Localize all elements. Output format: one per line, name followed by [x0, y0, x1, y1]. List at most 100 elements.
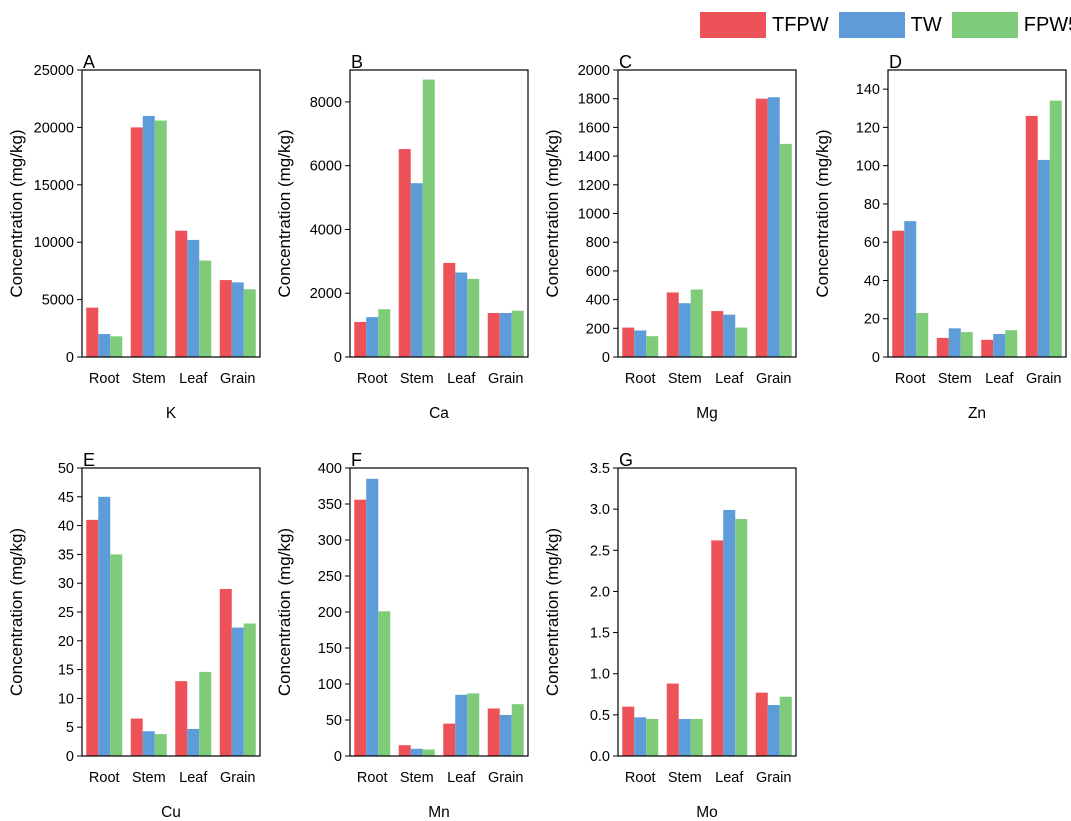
- x-tick-label: Leaf: [715, 770, 744, 786]
- bar-g-tfpw-leaf: [711, 540, 724, 756]
- y-tick-label: 60: [864, 235, 880, 251]
- y-tick-label: 100: [856, 159, 880, 175]
- bar-e-tfpw-root: [86, 519, 99, 756]
- bar-c-fpw5-stem: [690, 289, 703, 357]
- bar-c-tfpw-grain: [755, 98, 768, 357]
- y-tick-label: 10: [58, 691, 74, 707]
- legend-swatch-fpw5: [951, 12, 1018, 38]
- x-axis-label: K: [166, 405, 177, 422]
- y-tick-label: 300: [318, 533, 342, 549]
- bar-d-tfpw-leaf: [981, 339, 994, 357]
- y-tick-label: 2.5: [590, 543, 610, 559]
- bar-c-fpw5-root: [646, 336, 659, 357]
- bar-a-tw-stem: [142, 115, 155, 357]
- plot-frame: [887, 69, 1067, 358]
- y-tick-label: 150: [318, 641, 342, 657]
- x-tick-label: Stem: [132, 371, 166, 387]
- bar-e-fpw5-stem: [154, 734, 167, 756]
- y-tick-label: 40: [864, 273, 880, 289]
- bar-c-tw-stem: [678, 303, 691, 357]
- bar-f-fpw5-stem: [422, 749, 435, 756]
- legend-label-tfpw: TFPW: [772, 13, 829, 36]
- y-axis-label: Concentration (mg/kg): [813, 129, 832, 297]
- y-tick-label: 100: [318, 677, 342, 693]
- y-tick-label: 6000: [310, 159, 342, 175]
- y-axis-label: Concentration (mg/kg): [275, 528, 294, 696]
- x-tick-label: Root: [895, 371, 926, 387]
- y-tick-label: 1000: [578, 207, 610, 223]
- panel-label: G: [619, 450, 633, 470]
- y-axis-label: Concentration (mg/kg): [543, 129, 562, 297]
- bar-f-tw-grain: [499, 714, 512, 756]
- y-tick-label: 140: [856, 82, 880, 98]
- legend-item-tw: TW: [838, 12, 942, 38]
- bar-c-fpw5-grain: [779, 143, 792, 357]
- bar-c-tfpw-stem: [666, 292, 679, 357]
- bar-d-tw-leaf: [993, 334, 1006, 357]
- bar-a-fpw5-root: [110, 336, 123, 357]
- x-tick-label: Stem: [668, 770, 702, 786]
- bar-g-fpw5-grain: [779, 696, 792, 756]
- bar-e-fpw5-leaf: [199, 671, 212, 756]
- y-tick-label: 0: [66, 749, 74, 765]
- y-tick-label: 40: [58, 519, 74, 535]
- legend-label-tw: TW: [910, 13, 942, 36]
- y-tick-label: 1600: [578, 120, 610, 136]
- plot-frame: [81, 69, 261, 358]
- y-tick-label: 20: [864, 312, 880, 328]
- x-tick-label: Leaf: [447, 770, 476, 786]
- y-tick-label: 0: [872, 350, 880, 366]
- y-tick-label: 1400: [578, 149, 610, 165]
- y-tick-label: 50: [326, 713, 342, 729]
- x-tick-label: Grain: [220, 770, 255, 786]
- bar-a-tw-root: [98, 334, 111, 357]
- plot-frame: [617, 467, 797, 757]
- bar-a-fpw5-leaf: [199, 260, 212, 357]
- bar-g-fpw5-leaf: [735, 519, 748, 756]
- bar-b-tw-leaf: [455, 272, 468, 357]
- plot-frame: [349, 69, 529, 358]
- bar-d-fpw5-stem: [960, 332, 973, 357]
- y-tick-label: 1.0: [590, 667, 610, 683]
- bar-g-tw-grain: [767, 704, 780, 756]
- x-tick-label: Stem: [400, 371, 434, 387]
- x-axis-label: Ca: [429, 405, 449, 422]
- bar-d-fpw5-root: [916, 312, 929, 357]
- x-tick-label: Grain: [756, 371, 791, 387]
- y-tick-label: 5: [66, 720, 74, 736]
- bar-b-tw-stem: [410, 183, 423, 357]
- bar-b-tfpw-grain: [487, 312, 500, 357]
- x-tick-label: Stem: [668, 371, 702, 387]
- bar-e-tw-stem: [142, 731, 155, 756]
- panel-label: A: [83, 52, 95, 72]
- bar-d-tw-grain: [1037, 159, 1050, 357]
- y-tick-label: 200: [318, 605, 342, 621]
- y-tick-label: 35: [58, 547, 74, 563]
- x-tick-label: Stem: [132, 770, 166, 786]
- panel-label: E: [83, 450, 95, 470]
- y-tick-label: 20000: [34, 120, 74, 136]
- y-axis-label: Concentration (mg/kg): [7, 528, 26, 696]
- panel-label: D: [889, 52, 902, 72]
- x-tick-label: Leaf: [179, 770, 208, 786]
- bar-g-tfpw-grain: [755, 692, 768, 756]
- bar-e-tfpw-grain: [219, 588, 232, 756]
- bar-b-fpw5-grain: [511, 310, 524, 357]
- x-tick-label: Grain: [756, 770, 791, 786]
- x-axis-label: Zn: [968, 405, 986, 422]
- bar-d-tw-root: [904, 221, 917, 357]
- panel-a: 0 5000 10000 15000 20000 25000 Root Stem Leaf Gra…: [7, 52, 261, 422]
- y-tick-label: 250: [318, 569, 342, 585]
- y-tick-label: 400: [586, 293, 610, 309]
- y-tick-label: 0.0: [590, 749, 610, 765]
- y-axis-label: Concentration (mg/kg): [543, 528, 562, 696]
- bar-a-tfpw-stem: [130, 127, 143, 358]
- y-tick-label: 3.5: [590, 461, 610, 477]
- y-axis-label: Concentration (mg/kg): [7, 129, 26, 297]
- y-tick-label: 25000: [34, 63, 74, 79]
- bar-b-fpw5-leaf: [467, 278, 480, 357]
- y-tick-label: 0.5: [590, 708, 610, 724]
- bar-g-tw-root: [634, 717, 647, 756]
- bar-e-tw-root: [98, 496, 111, 756]
